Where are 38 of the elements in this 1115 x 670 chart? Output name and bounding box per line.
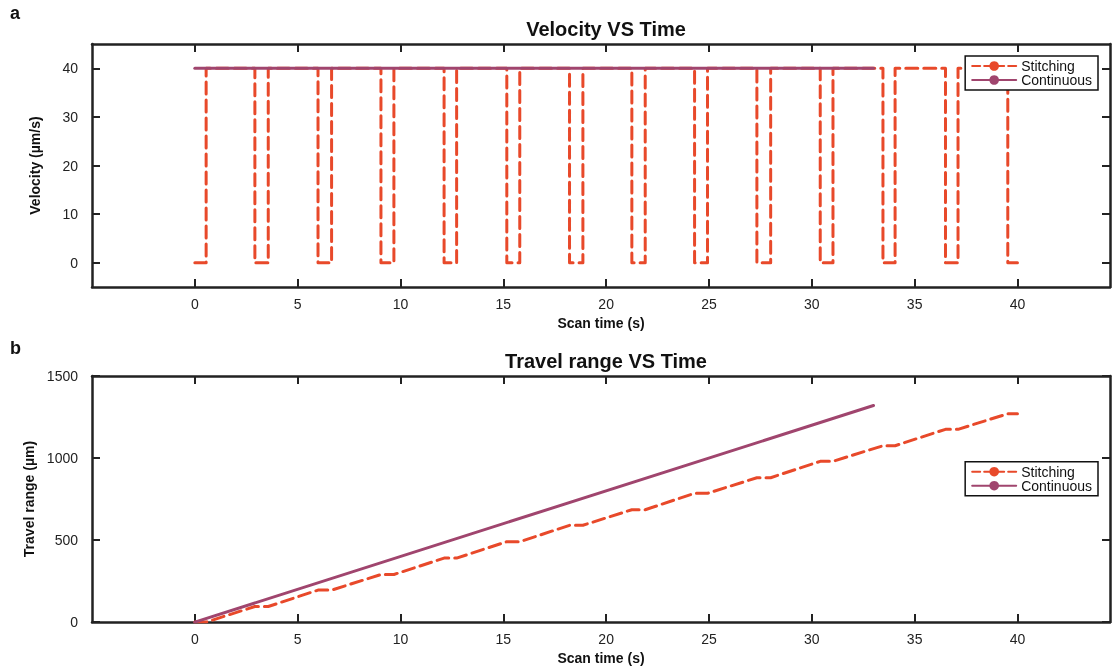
x-tick-label: 20 <box>598 631 615 648</box>
x-tick-label: 5 <box>293 296 302 313</box>
chart-title: Travel range VS Time <box>505 350 707 372</box>
y-tick-label: 1500 <box>46 368 79 384</box>
x-tick-label: 5 <box>293 631 302 648</box>
y-tick-label: 30 <box>62 108 79 125</box>
y-tick-label: 500 <box>54 532 79 549</box>
x-tick-label: 10 <box>392 296 409 313</box>
x-tick-label: 35 <box>906 631 923 648</box>
y-tick-label: 10 <box>62 206 79 223</box>
y-tick-label: 0 <box>70 254 79 271</box>
x-tick-label: 35 <box>906 296 923 313</box>
y-axis-title: Velocity (µm/s) <box>27 116 43 215</box>
y-axis-title: Travel range (µm) <box>20 440 37 558</box>
x-tick-label: 25 <box>701 296 717 313</box>
text: b <box>10 338 21 358</box>
y-tick-label: 0 <box>70 614 79 631</box>
x-tick-label: 30 <box>804 296 820 313</box>
legend-label: Stitching <box>1021 463 1075 480</box>
x-tick-label: 30 <box>804 631 820 648</box>
x-tick-label: 10 <box>392 631 409 648</box>
x-tick-label: 25 <box>701 631 717 648</box>
x-tick-label: 15 <box>495 296 512 313</box>
x-tick-label: 0 <box>190 631 199 648</box>
y-tick-label: 40 <box>62 60 79 77</box>
x-tick-label: 20 <box>598 296 615 313</box>
legend-label: Stitching <box>1021 58 1075 74</box>
legend-label: Continuous <box>1021 72 1092 88</box>
y-tick-label: 1000 <box>46 450 79 467</box>
x-axis-title: Scan time (s) <box>557 315 645 331</box>
x-tick-label: 0 <box>190 296 199 313</box>
x-axis-title: Scan time (s) <box>557 650 645 666</box>
x-tick-label: 40 <box>1009 631 1026 648</box>
text: a <box>10 3 21 23</box>
x-tick-label: 40 <box>1009 296 1026 313</box>
y-tick-label: 20 <box>62 157 79 174</box>
x-tick-label: 15 <box>495 631 512 648</box>
chart-title: Velocity VS Time <box>526 18 686 40</box>
